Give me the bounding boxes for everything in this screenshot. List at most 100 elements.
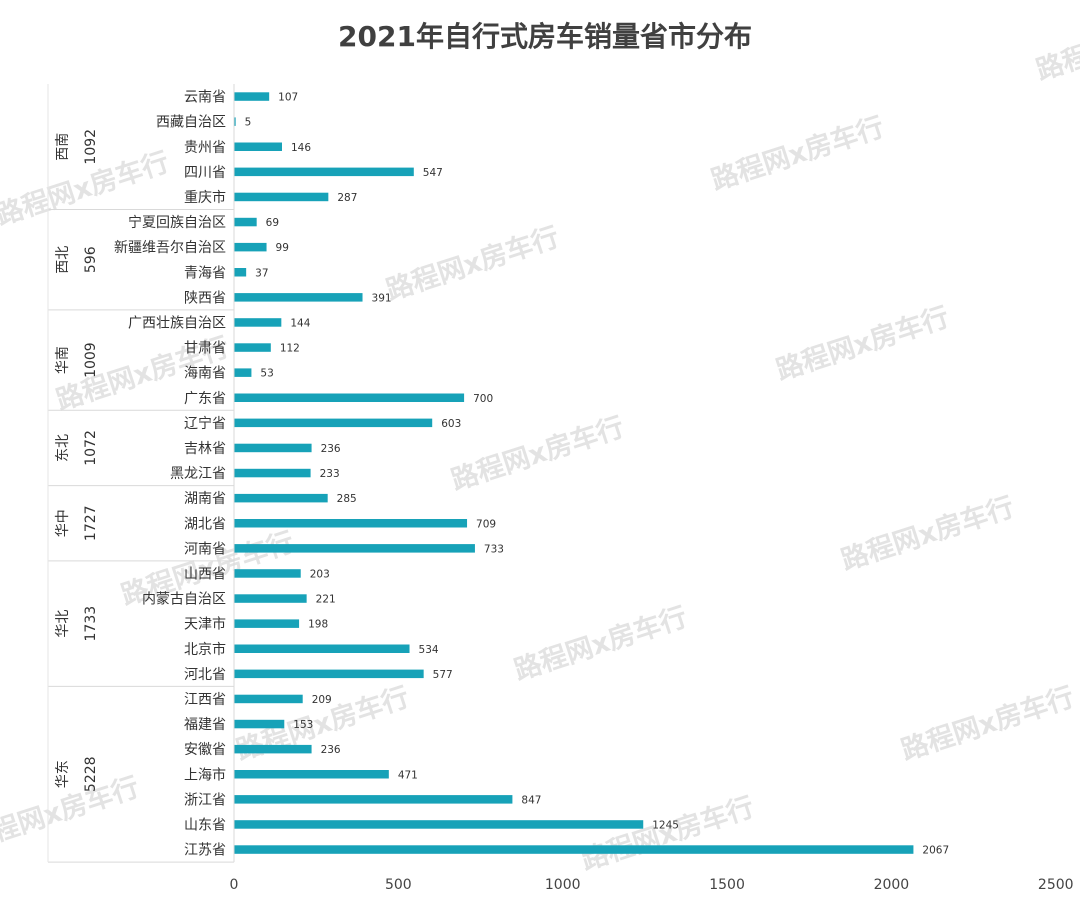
- bar: [234, 493, 328, 503]
- data-label: 733: [484, 543, 504, 555]
- data-label: 547: [423, 167, 443, 179]
- category-label: 甘肃省: [184, 341, 226, 357]
- data-label: 236: [321, 443, 341, 455]
- data-label: 603: [441, 418, 461, 430]
- region-total-label: 1733: [83, 606, 99, 642]
- bar: [234, 167, 414, 177]
- bar: [234, 519, 468, 528]
- watermark-text: 路程网x房车行: [707, 111, 888, 197]
- data-label: 2067: [922, 845, 949, 857]
- bar: [234, 242, 267, 252]
- watermark-text: 路程网x房车行: [510, 601, 691, 687]
- category-label: 天津市: [184, 616, 226, 633]
- bar: [234, 845, 914, 854]
- category-label: 吉林省: [184, 441, 226, 457]
- data-label: 287: [337, 192, 357, 204]
- category-label: 山东省: [184, 817, 226, 833]
- bar: [234, 719, 285, 729]
- data-label: 112: [280, 343, 300, 355]
- category-label: 辽宁省: [184, 415, 226, 432]
- data-label: 285: [337, 493, 357, 505]
- data-label: 99: [276, 242, 289, 254]
- data-label: 198: [308, 619, 328, 631]
- category-label: 福建省: [184, 717, 226, 733]
- chart-title: 2021年自行式房车销量省市分布: [338, 20, 752, 53]
- data-label: 53: [260, 368, 273, 380]
- bar: [234, 92, 270, 101]
- category-label: 安徽省: [184, 742, 226, 758]
- data-label: 37: [255, 267, 268, 279]
- bar: [234, 744, 312, 754]
- bars: 云南省 107 西藏自治区 5 贵州省 146 四川省 547 重庆市 287 宁夏回族自治区 69 新…: [114, 90, 949, 859]
- watermark-text: 路程网x房车行: [1032, 1, 1080, 87]
- bar: [234, 644, 410, 653]
- bar: [234, 217, 257, 227]
- bar: [234, 393, 465, 402]
- region-label: 华北: [55, 610, 71, 638]
- bar: [234, 418, 433, 428]
- bar: [234, 142, 282, 151]
- bar: [234, 293, 363, 302]
- category-label: 河南省: [184, 541, 226, 557]
- region-total-label: 1727: [83, 505, 99, 541]
- data-label: 534: [419, 644, 439, 656]
- region-total-label: 1009: [83, 342, 99, 378]
- region-label: 西南: [55, 133, 71, 161]
- x-tick-label: 500: [385, 877, 412, 893]
- region-label: 华南: [55, 346, 71, 374]
- bar: [234, 368, 252, 377]
- bar: [234, 192, 329, 202]
- x-tick-label: 0: [230, 877, 239, 893]
- category-label: 重庆市: [184, 189, 226, 206]
- bar: [234, 268, 247, 277]
- bar: [234, 619, 300, 628]
- category-label: 湖南省: [184, 491, 226, 507]
- category-label: 西藏自治区: [156, 115, 226, 131]
- bar: [234, 318, 282, 327]
- data-label: 847: [521, 794, 541, 806]
- category-label: 宁夏回族自治区: [128, 214, 226, 231]
- data-label: 203: [310, 568, 330, 580]
- data-label: 577: [433, 669, 453, 681]
- data-label: 471: [398, 769, 418, 781]
- category-label: 上海市: [184, 766, 226, 783]
- category-label: 江西省: [184, 692, 226, 708]
- category-label: 广西壮族自治区: [128, 315, 226, 331]
- data-label: 236: [321, 744, 341, 756]
- bar: [234, 117, 236, 126]
- category-label: 贵州省: [184, 140, 226, 156]
- category-label: 江苏省: [184, 843, 226, 859]
- data-label: 391: [372, 292, 392, 304]
- bar: [234, 544, 475, 553]
- region-total-label: 1072: [83, 430, 99, 466]
- x-tick-label: 2000: [874, 877, 910, 893]
- watermark-text: 路程网x房车行: [772, 301, 953, 387]
- data-label: 709: [476, 518, 496, 530]
- data-label: 107: [278, 92, 298, 104]
- bar: [234, 770, 389, 779]
- x-tick-label: 1500: [709, 877, 745, 893]
- bar: [234, 443, 312, 453]
- watermark-text: 路程网x房车行: [447, 411, 628, 497]
- data-label: 146: [291, 142, 311, 154]
- category-label: 内蒙古自治区: [142, 592, 226, 608]
- watermark-text: 路程网x房车行: [897, 681, 1078, 767]
- region-total-label: 596: [83, 246, 99, 273]
- category-label: 云南省: [184, 90, 226, 106]
- category-label: 浙江省: [184, 792, 226, 808]
- bar: [234, 569, 301, 578]
- data-label: 144: [290, 317, 310, 329]
- bar: [234, 795, 513, 804]
- data-label: 1245: [652, 819, 679, 831]
- category-label: 海南省: [184, 366, 226, 382]
- region-label: 西北: [55, 246, 71, 274]
- watermark-text: 路程网x房车行: [382, 221, 563, 307]
- region-total-label: 1092: [83, 129, 99, 165]
- category-label: 湖北省: [184, 516, 226, 532]
- category-label: 青海省: [184, 265, 226, 281]
- category-label: 广东省: [184, 391, 226, 407]
- bar: [234, 594, 307, 603]
- x-tick-label: 2500: [1038, 877, 1074, 893]
- category-label: 山西省: [184, 566, 226, 582]
